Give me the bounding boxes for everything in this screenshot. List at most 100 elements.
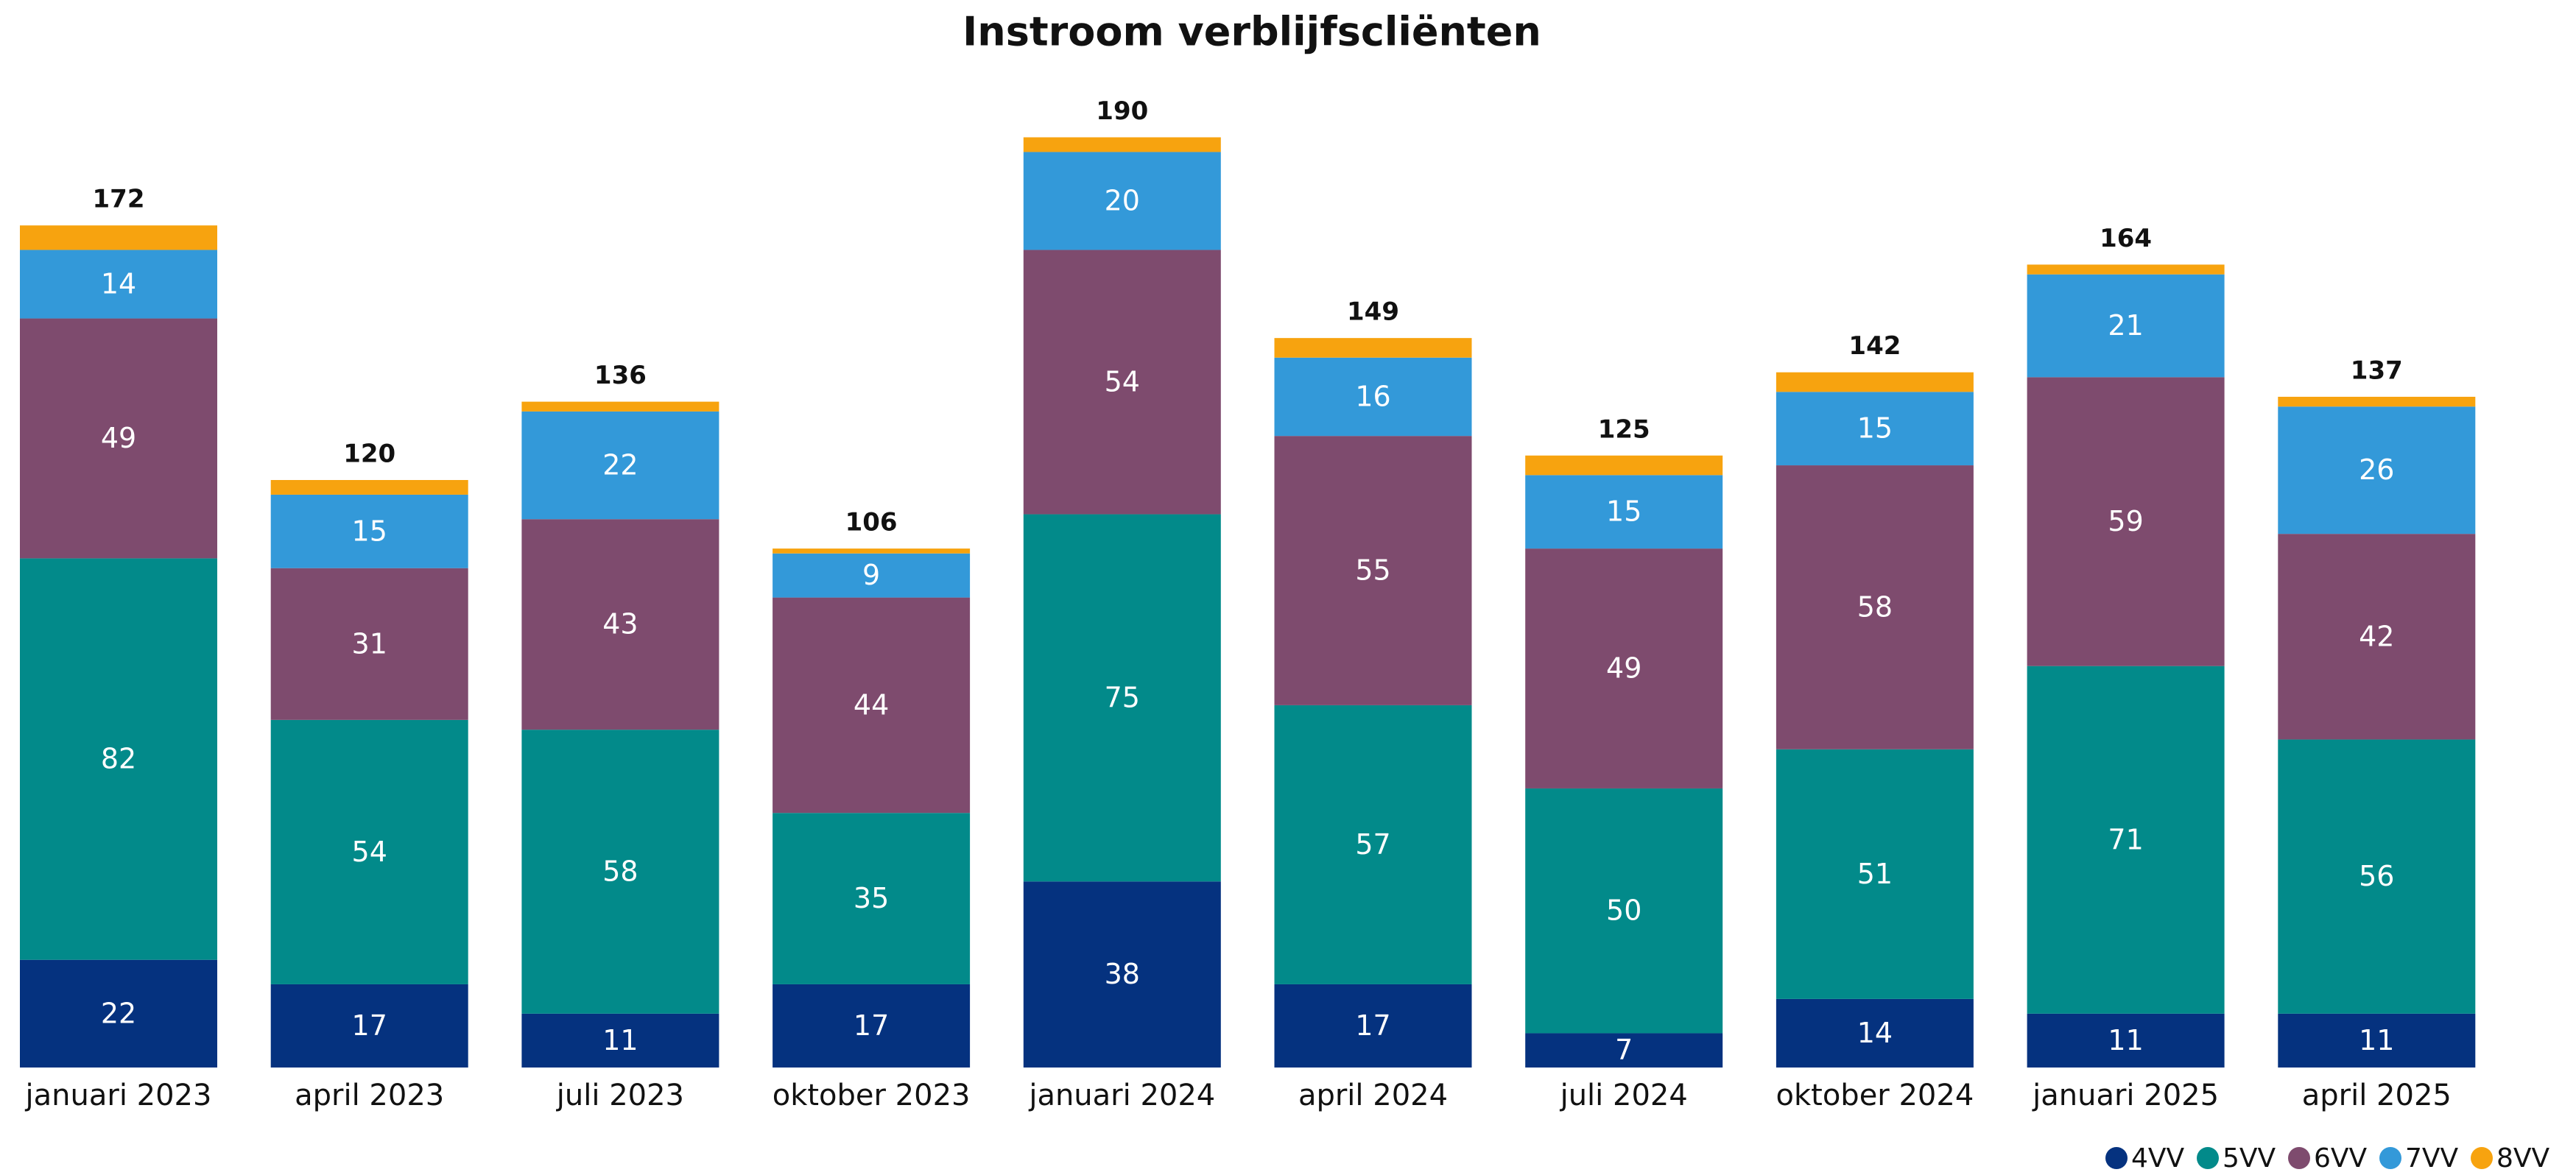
data-label: 17	[1355, 1009, 1390, 1042]
chart-title: Instroom verblijfscliënten	[963, 9, 1541, 55]
bar-segment	[773, 548, 971, 554]
data-label: 15	[1606, 495, 1641, 528]
data-label: 11	[2108, 1024, 2143, 1056]
bar-segment	[1274, 984, 1472, 1068]
x-tick-label: oktober 2024	[1776, 1079, 1974, 1112]
data-label: 38	[1105, 958, 1140, 990]
data-label: 43	[602, 608, 638, 641]
data-label: 31	[352, 627, 387, 660]
x-tick-label: juli 2024	[1560, 1079, 1688, 1112]
bar-segment	[1776, 372, 1974, 392]
bar-segment	[1023, 137, 1221, 152]
data-label: 54	[1105, 366, 1140, 398]
data-label: 16	[1355, 380, 1390, 412]
data-label: 71	[2108, 823, 2143, 855]
bar-segment	[1023, 250, 1221, 515]
bar-segment	[2027, 274, 2225, 378]
total-label: 137	[2351, 356, 2403, 385]
data-label: 17	[854, 1009, 889, 1042]
data-label: 75	[1105, 681, 1140, 713]
bar-segment	[2278, 1013, 2476, 1068]
data-label: 82	[101, 743, 136, 775]
data-label: 35	[854, 882, 889, 914]
data-label: 59	[2108, 505, 2143, 537]
bar-segment	[773, 597, 971, 814]
total-label: 149	[1347, 297, 1399, 327]
total-label: 106	[845, 508, 898, 537]
bar-segment	[270, 568, 468, 720]
bar-segment	[1776, 998, 1974, 1068]
bar-segment	[2278, 396, 2476, 407]
data-label: 55	[1355, 554, 1390, 587]
data-label: 20	[1105, 184, 1140, 216]
data-label: 15	[352, 515, 387, 547]
bar-segment	[1023, 514, 1221, 882]
total-label: 142	[1848, 331, 1901, 361]
x-tick-label: januari 2025	[2032, 1079, 2219, 1112]
bar-segment	[2278, 406, 2476, 534]
bar-segment	[773, 553, 971, 598]
bar-segment	[1274, 338, 1472, 358]
bar-segment	[2278, 739, 2476, 1014]
data-label: 49	[1606, 652, 1641, 685]
legend-marker	[2288, 1147, 2310, 1169]
legend-marker	[2379, 1147, 2401, 1169]
total-label: 190	[1096, 96, 1148, 126]
data-label: 58	[602, 855, 638, 888]
bar-segment	[2278, 534, 2476, 740]
total-label: 164	[2100, 224, 2152, 253]
bar-segment	[270, 480, 468, 495]
data-label: 54	[352, 836, 387, 868]
data-label: 21	[2108, 309, 2143, 342]
data-label: 14	[1857, 1017, 1893, 1049]
total-label: 172	[93, 185, 145, 214]
x-tick-label: januari 2023	[25, 1079, 212, 1112]
data-label: 56	[2359, 860, 2394, 892]
bar-segment	[1525, 788, 1723, 1034]
bar-segment	[521, 730, 719, 1014]
x-tick-label: april 2025	[2302, 1079, 2452, 1112]
bar-segment	[521, 401, 719, 412]
data-label: 22	[602, 449, 638, 481]
bar-segment	[270, 984, 468, 1068]
legend-label: 6VV	[2314, 1143, 2368, 1174]
data-label: 7	[1615, 1034, 1633, 1066]
bar-segment	[1274, 705, 1472, 984]
bar-segment	[521, 519, 719, 730]
bar-segment	[2027, 666, 2225, 1014]
legend-label: 5VV	[2223, 1143, 2276, 1174]
bar-segment	[1525, 475, 1723, 549]
data-label: 15	[1857, 412, 1893, 445]
bar-segment	[1525, 455, 1723, 476]
bar-segment	[1776, 465, 1974, 749]
legend-marker	[2471, 1147, 2493, 1169]
data-label: 50	[1606, 895, 1641, 927]
bar-segment	[1023, 152, 1221, 250]
bar-segment	[1525, 1033, 1723, 1068]
legend-label: 4VV	[2131, 1143, 2185, 1174]
bar-segment	[1776, 392, 1974, 466]
bar-segment	[1274, 357, 1472, 437]
bar-segment	[20, 318, 217, 559]
bar-segment	[20, 250, 217, 319]
data-label: 11	[2359, 1024, 2394, 1056]
data-label: 49	[101, 422, 136, 454]
bar-segment	[20, 558, 217, 960]
data-label: 11	[602, 1024, 638, 1056]
data-label: 57	[1355, 828, 1390, 861]
bar-segment	[773, 813, 971, 984]
data-label: 9	[862, 559, 880, 591]
legend-marker	[2197, 1147, 2219, 1169]
data-label: 17	[352, 1009, 387, 1042]
bar-segment	[1525, 548, 1723, 788]
x-tick-label: oktober 2023	[773, 1079, 971, 1112]
bar-segment	[1274, 436, 1472, 705]
bar-segment	[270, 494, 468, 568]
legend-label: 8VV	[2496, 1143, 2550, 1174]
bar-segment	[20, 959, 217, 1068]
bar-segment	[2027, 1013, 2225, 1068]
x-tick-label: april 2024	[1298, 1079, 1448, 1112]
bar-segment	[2027, 264, 2225, 275]
